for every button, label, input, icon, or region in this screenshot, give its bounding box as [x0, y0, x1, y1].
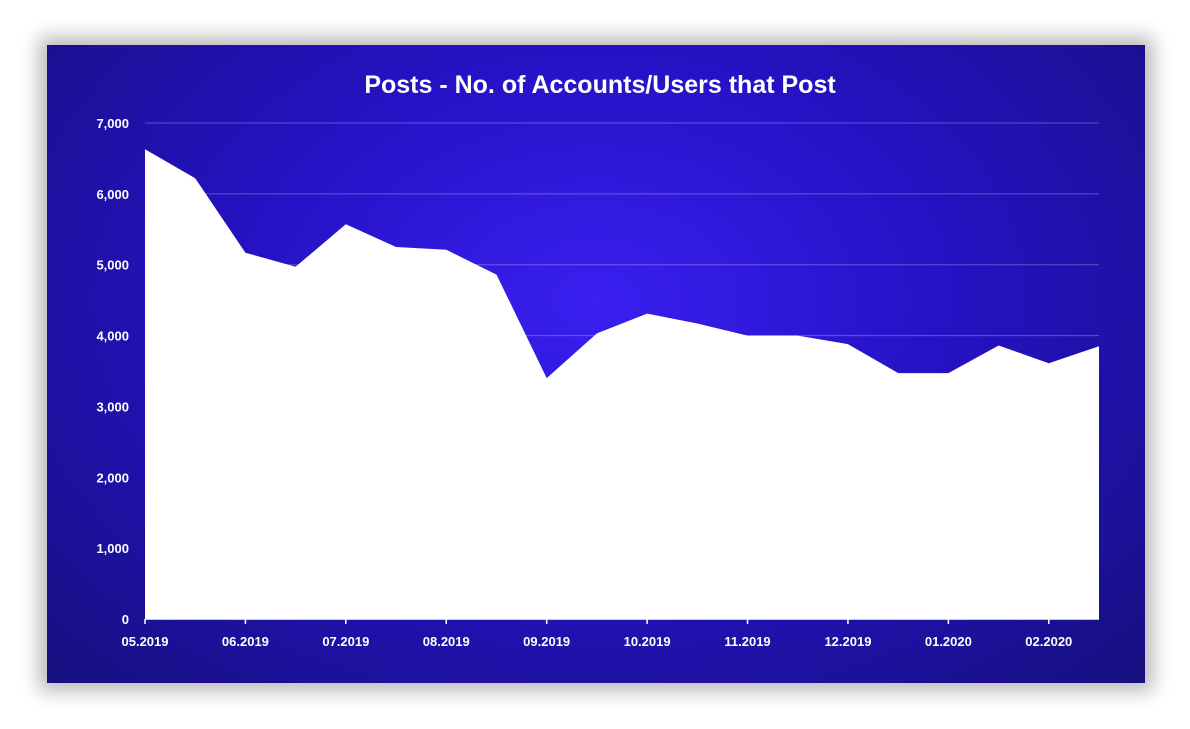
y-axis-ticks: 0 1,000 2,000 3,000 4,000 5,000 6,000 7,000: [96, 116, 129, 627]
x-tick-label: 05.2019: [122, 634, 169, 649]
chart-card: Posts - No. of Accounts/Users that Post …: [47, 45, 1145, 683]
x-axis-ticks: 05.2019 06.2019 07.2019 08.2019 09.2019 10.20…: [122, 619, 1072, 649]
x-tick-label: 07.2019: [322, 634, 369, 649]
y-tick-label: 7,000: [96, 116, 129, 131]
y-tick-label: 1,000: [96, 541, 129, 556]
x-tick-label: 08.2019: [423, 634, 470, 649]
y-tick-label: 6,000: [96, 187, 129, 202]
area-fill: [145, 149, 1099, 619]
area-series: [145, 149, 1099, 619]
x-tick-label: 10.2019: [624, 634, 671, 649]
x-tick-label: 11.2019: [724, 634, 770, 649]
x-tick-label: 01.2020: [925, 634, 972, 649]
x-tick-label: 02.2020: [1025, 634, 1072, 649]
y-tick-label: 0: [122, 612, 129, 627]
x-tick-label: 09.2019: [523, 634, 570, 649]
y-tick-label: 2,000: [96, 470, 129, 485]
chart-title: Posts - No. of Accounts/Users that Post: [364, 71, 836, 99]
x-tick-label: 12.2019: [824, 634, 871, 649]
y-tick-label: 5,000: [96, 258, 129, 273]
y-tick-label: 4,000: [96, 329, 129, 344]
x-tick-label: 06.2019: [222, 634, 269, 649]
area-chart: Posts - No. of Accounts/Users that Post …: [96, 71, 1099, 649]
y-tick-label: 3,000: [96, 399, 129, 414]
